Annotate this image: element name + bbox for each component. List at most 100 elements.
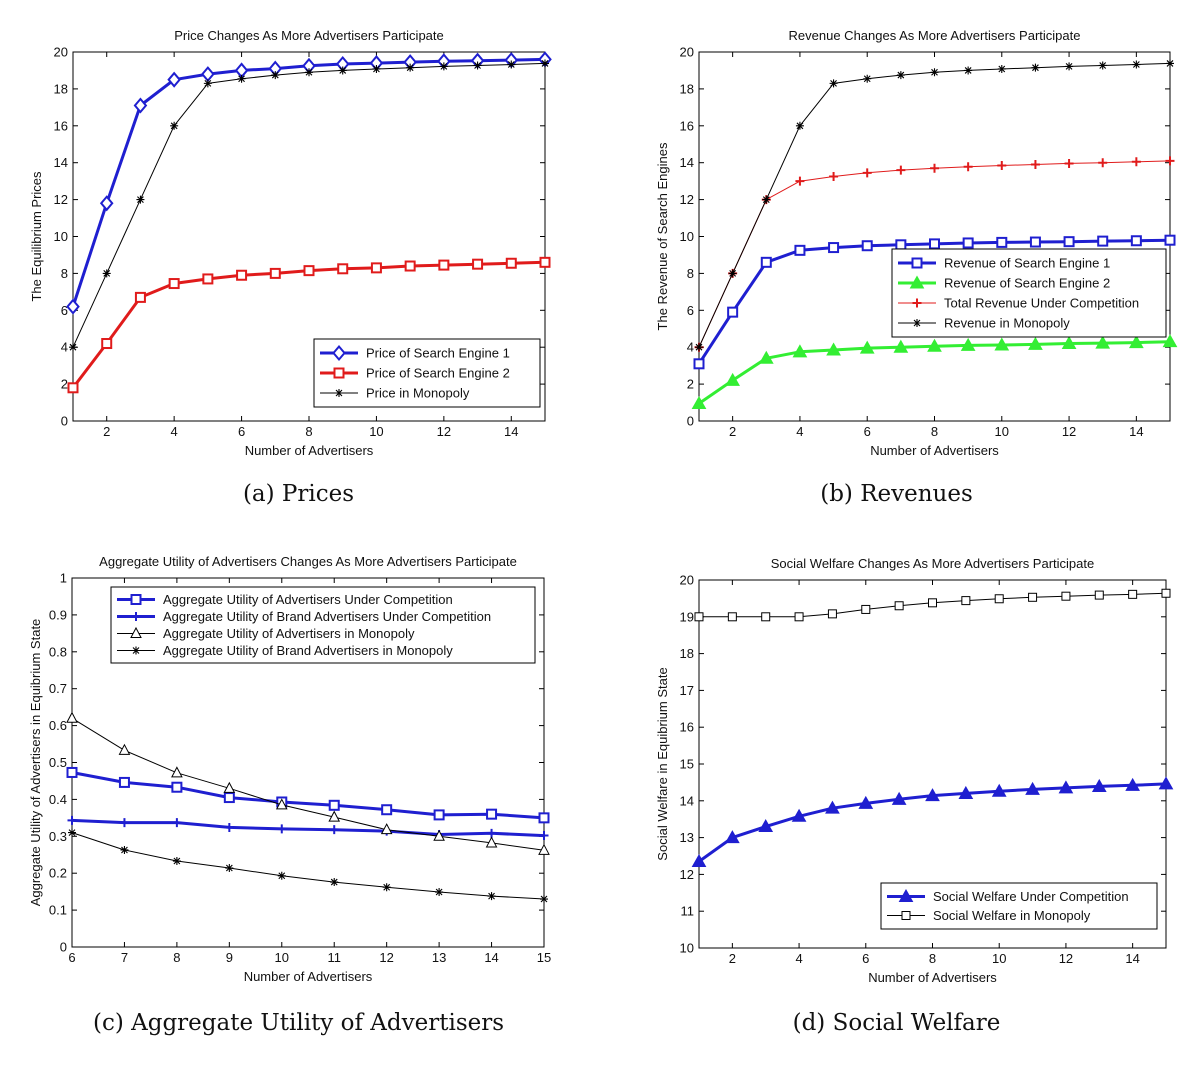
- data-point: [861, 604, 871, 614]
- series-price-of-search-engine-2: [67, 256, 551, 394]
- x-axis-label: Number of Advertisers: [245, 443, 374, 458]
- data-point: [996, 236, 1008, 248]
- y-tick-label: 0.9: [49, 607, 67, 622]
- data-point: [67, 815, 77, 825]
- aggregate-utility-chart: Aggregate Utility of Advertisers Changes…: [28, 554, 551, 984]
- x-tick-label: 10: [992, 951, 1006, 966]
- data-point: [538, 812, 550, 824]
- data-point: [223, 792, 235, 804]
- data-point: [539, 831, 549, 841]
- social-welfare-chart: Social Welfare Changes As More Advertise…: [655, 556, 1174, 985]
- legend-item: Price of Search Engine 2: [320, 366, 510, 381]
- legend-swatch-marker: [130, 626, 142, 638]
- legend-item: Price of Search Engine 1: [320, 344, 510, 362]
- data-point: [1166, 59, 1174, 68]
- x-tick-label: 14: [504, 424, 518, 439]
- data-point: [761, 612, 771, 622]
- data-point: [725, 830, 740, 844]
- data-point: [473, 61, 482, 70]
- data-point: [1128, 589, 1138, 599]
- data-point: [1028, 592, 1038, 602]
- x-tick-label: 11: [327, 950, 341, 965]
- legend-item: Revenue of Search Engine 1: [898, 256, 1110, 271]
- series-aggregate-utility-of-brand-advertisers-in-monopoly: [68, 828, 548, 904]
- data-point: [930, 163, 939, 173]
- x-tick-label: 4: [795, 951, 802, 966]
- data-point: [997, 64, 1006, 73]
- data-point: [728, 269, 737, 278]
- legend-label: Aggregate Utility of Advertisers Under C…: [163, 592, 453, 607]
- x-tick-label: 13: [432, 950, 446, 965]
- data-point: [438, 259, 450, 271]
- data-point: [236, 269, 248, 281]
- data-point: [277, 824, 287, 834]
- data-point: [827, 609, 837, 619]
- y-tick-label: 0.5: [49, 755, 67, 770]
- data-point: [1132, 60, 1141, 69]
- caption-social-welfare: (d) Social Welfare: [792, 1010, 1001, 1036]
- y-tick-label: 14: [680, 155, 694, 170]
- data-point: [792, 344, 808, 358]
- data-point: [404, 260, 416, 272]
- y-tick-label: 20: [680, 573, 694, 588]
- data-point: [69, 343, 77, 352]
- data-point: [505, 257, 517, 269]
- data-point: [67, 382, 79, 394]
- legend-label: Total Revenue Under Competition: [944, 296, 1139, 311]
- y-tick-label: 0.4: [49, 792, 67, 807]
- y-tick-label: 17: [680, 683, 694, 698]
- y-tick-label: 6: [61, 303, 68, 318]
- data-point: [472, 258, 484, 270]
- data-point: [825, 800, 840, 814]
- x-tick-label: 6: [864, 424, 871, 439]
- data-point: [1058, 780, 1074, 794]
- data-point: [275, 798, 288, 810]
- data-point: [928, 598, 937, 608]
- y-tick-label: 0.1: [49, 903, 67, 918]
- series-social-welfare-under-competition: [691, 776, 1174, 868]
- data-point: [695, 343, 703, 352]
- data-point: [960, 337, 976, 351]
- legend-swatch-marker: [335, 389, 343, 397]
- data-point: [727, 306, 739, 318]
- data-point: [929, 238, 940, 250]
- data-point: [171, 781, 183, 793]
- series-revenue-of-search-engine-1: [693, 234, 1176, 370]
- data-point: [134, 291, 146, 303]
- data-point: [171, 766, 183, 778]
- legend-swatch-marker: [898, 888, 914, 902]
- data-point: [168, 278, 180, 290]
- y-tick-label: 18: [54, 81, 68, 96]
- y-axis-label: The Revenue of Search Engines: [655, 142, 670, 330]
- y-tick-label: 0: [60, 940, 67, 955]
- legend-label: Aggregate Utility of Brand Advertisers i…: [163, 643, 453, 658]
- data-point: [433, 809, 445, 821]
- legend-label: Social Welfare Under Competition: [933, 889, 1129, 904]
- legend-swatch-marker: [901, 911, 911, 920]
- data-point: [225, 864, 234, 873]
- legend-box: [891, 248, 1167, 338]
- y-tick-label: 18: [680, 646, 694, 661]
- data-point: [1061, 591, 1071, 601]
- x-tick-label: 2: [729, 951, 736, 966]
- data-point: [406, 63, 415, 72]
- data-point: [66, 711, 78, 723]
- data-point: [930, 68, 939, 77]
- y-tick-label: 16: [680, 118, 694, 133]
- data-point: [172, 857, 181, 866]
- data-point: [691, 395, 707, 409]
- data-point: [541, 59, 549, 68]
- data-point: [370, 262, 382, 274]
- data-point: [68, 828, 76, 837]
- y-tick-label: 0.3: [49, 829, 67, 844]
- data-point: [829, 79, 838, 88]
- data-point: [507, 60, 516, 69]
- data-point: [727, 612, 737, 622]
- data-point: [1095, 335, 1111, 349]
- legend-item: Revenue in Monopoly: [898, 316, 1070, 331]
- data-point: [1098, 158, 1108, 168]
- data-point: [862, 168, 872, 178]
- legend-item: Aggregate Utility of Advertisers in Mono…: [117, 626, 415, 641]
- data-point: [486, 808, 498, 820]
- chart-title: Aggregate Utility of Advertisers Changes…: [99, 554, 517, 569]
